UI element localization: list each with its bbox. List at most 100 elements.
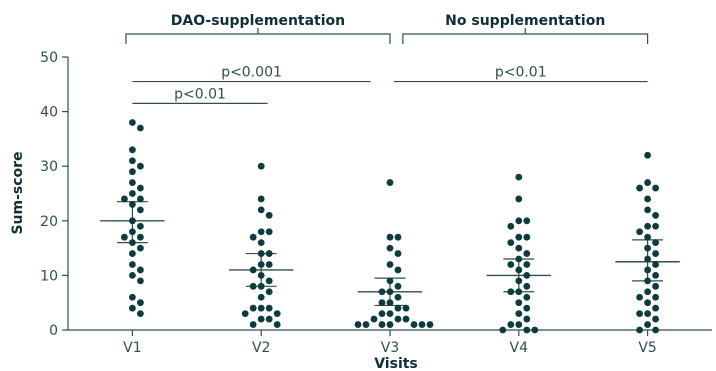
data-point xyxy=(257,195,265,203)
data-point xyxy=(265,250,273,257)
data-point xyxy=(137,184,144,192)
data-point xyxy=(644,195,651,203)
data-point xyxy=(129,157,136,165)
data-point xyxy=(515,288,523,296)
group-brackets: DAO-supplementation No supplementation xyxy=(125,13,649,44)
data-point xyxy=(644,179,651,186)
x-tick-label: V2 xyxy=(252,340,270,356)
y-tick-label: 0 xyxy=(49,323,58,339)
data-point xyxy=(652,304,659,312)
data-point xyxy=(129,239,136,247)
data-point xyxy=(652,222,659,230)
data-point xyxy=(515,321,523,328)
data-point xyxy=(515,299,523,307)
data-point xyxy=(515,244,523,252)
data-point xyxy=(137,162,144,170)
data-point xyxy=(265,288,273,296)
data-point xyxy=(129,146,136,154)
data-point xyxy=(137,233,144,241)
data-point xyxy=(644,277,651,285)
data-point xyxy=(394,266,402,274)
data-point xyxy=(129,304,136,312)
data-point xyxy=(644,288,651,296)
data-point xyxy=(507,239,515,247)
data-point xyxy=(386,299,394,307)
data-point xyxy=(386,244,394,252)
data-point xyxy=(644,206,651,214)
data-point xyxy=(386,310,394,318)
data-point xyxy=(507,261,515,268)
data-point xyxy=(137,244,144,252)
x-tick-label: V1 xyxy=(123,340,141,356)
x-tick-label: V4 xyxy=(510,340,529,356)
data-point xyxy=(273,310,281,318)
data-points xyxy=(121,119,659,334)
data-point xyxy=(386,233,394,241)
data-point xyxy=(644,244,651,252)
data-point xyxy=(636,184,643,192)
data-point xyxy=(410,321,418,328)
data-point xyxy=(644,233,651,241)
data-point xyxy=(257,162,265,170)
data-point xyxy=(644,310,651,318)
data-point xyxy=(241,310,249,318)
data-point xyxy=(515,266,523,274)
data-point xyxy=(644,321,651,328)
data-point xyxy=(378,288,386,296)
data-point xyxy=(129,293,136,301)
data-point xyxy=(129,168,136,176)
data-point xyxy=(378,321,386,328)
data-point xyxy=(418,321,426,328)
data-point xyxy=(129,217,136,225)
data-point xyxy=(273,321,281,328)
data-point xyxy=(644,151,651,159)
significance-label: p<0.01 xyxy=(495,65,547,81)
data-point xyxy=(257,293,265,301)
data-point xyxy=(137,310,144,318)
x-axis-title: Visits xyxy=(374,356,418,371)
data-point xyxy=(121,195,128,203)
data-point xyxy=(257,272,265,279)
data-point xyxy=(402,304,410,312)
data-point xyxy=(636,310,643,318)
data-point xyxy=(386,261,394,268)
data-point xyxy=(257,282,265,290)
data-point xyxy=(129,250,136,257)
data-point xyxy=(515,173,523,181)
data-point xyxy=(394,304,402,312)
data-point xyxy=(137,195,144,203)
data-point xyxy=(394,250,402,257)
data-point xyxy=(644,266,651,274)
data-point xyxy=(636,228,643,236)
data-point xyxy=(402,315,410,323)
data-point xyxy=(386,321,394,328)
data-point xyxy=(265,315,273,323)
y-tick-label: 10 xyxy=(40,268,58,284)
data-point xyxy=(652,272,659,279)
data-point xyxy=(137,222,144,230)
data-point xyxy=(515,233,523,241)
data-point xyxy=(137,266,144,274)
data-point xyxy=(265,228,273,236)
data-point xyxy=(426,321,434,328)
group-label: DAO-supplementation xyxy=(171,13,345,29)
significance-bars: p<0.001 p<0.01 p<0.01 xyxy=(132,65,648,105)
data-point xyxy=(137,206,144,214)
data-point xyxy=(257,206,265,214)
data-point xyxy=(129,272,136,279)
data-point xyxy=(137,124,144,132)
y-tick-label: 20 xyxy=(40,214,58,230)
data-point xyxy=(129,228,136,236)
data-point xyxy=(523,326,531,334)
data-point xyxy=(515,255,523,263)
y-tick-label: 40 xyxy=(40,105,58,121)
significance-label: p<0.001 xyxy=(221,65,282,81)
data-point xyxy=(652,184,659,192)
significance-label: p<0.01 xyxy=(174,86,226,102)
data-point xyxy=(507,321,515,328)
data-point xyxy=(129,179,136,186)
data-point xyxy=(499,326,507,334)
data-point xyxy=(636,293,643,301)
data-point xyxy=(386,288,394,296)
